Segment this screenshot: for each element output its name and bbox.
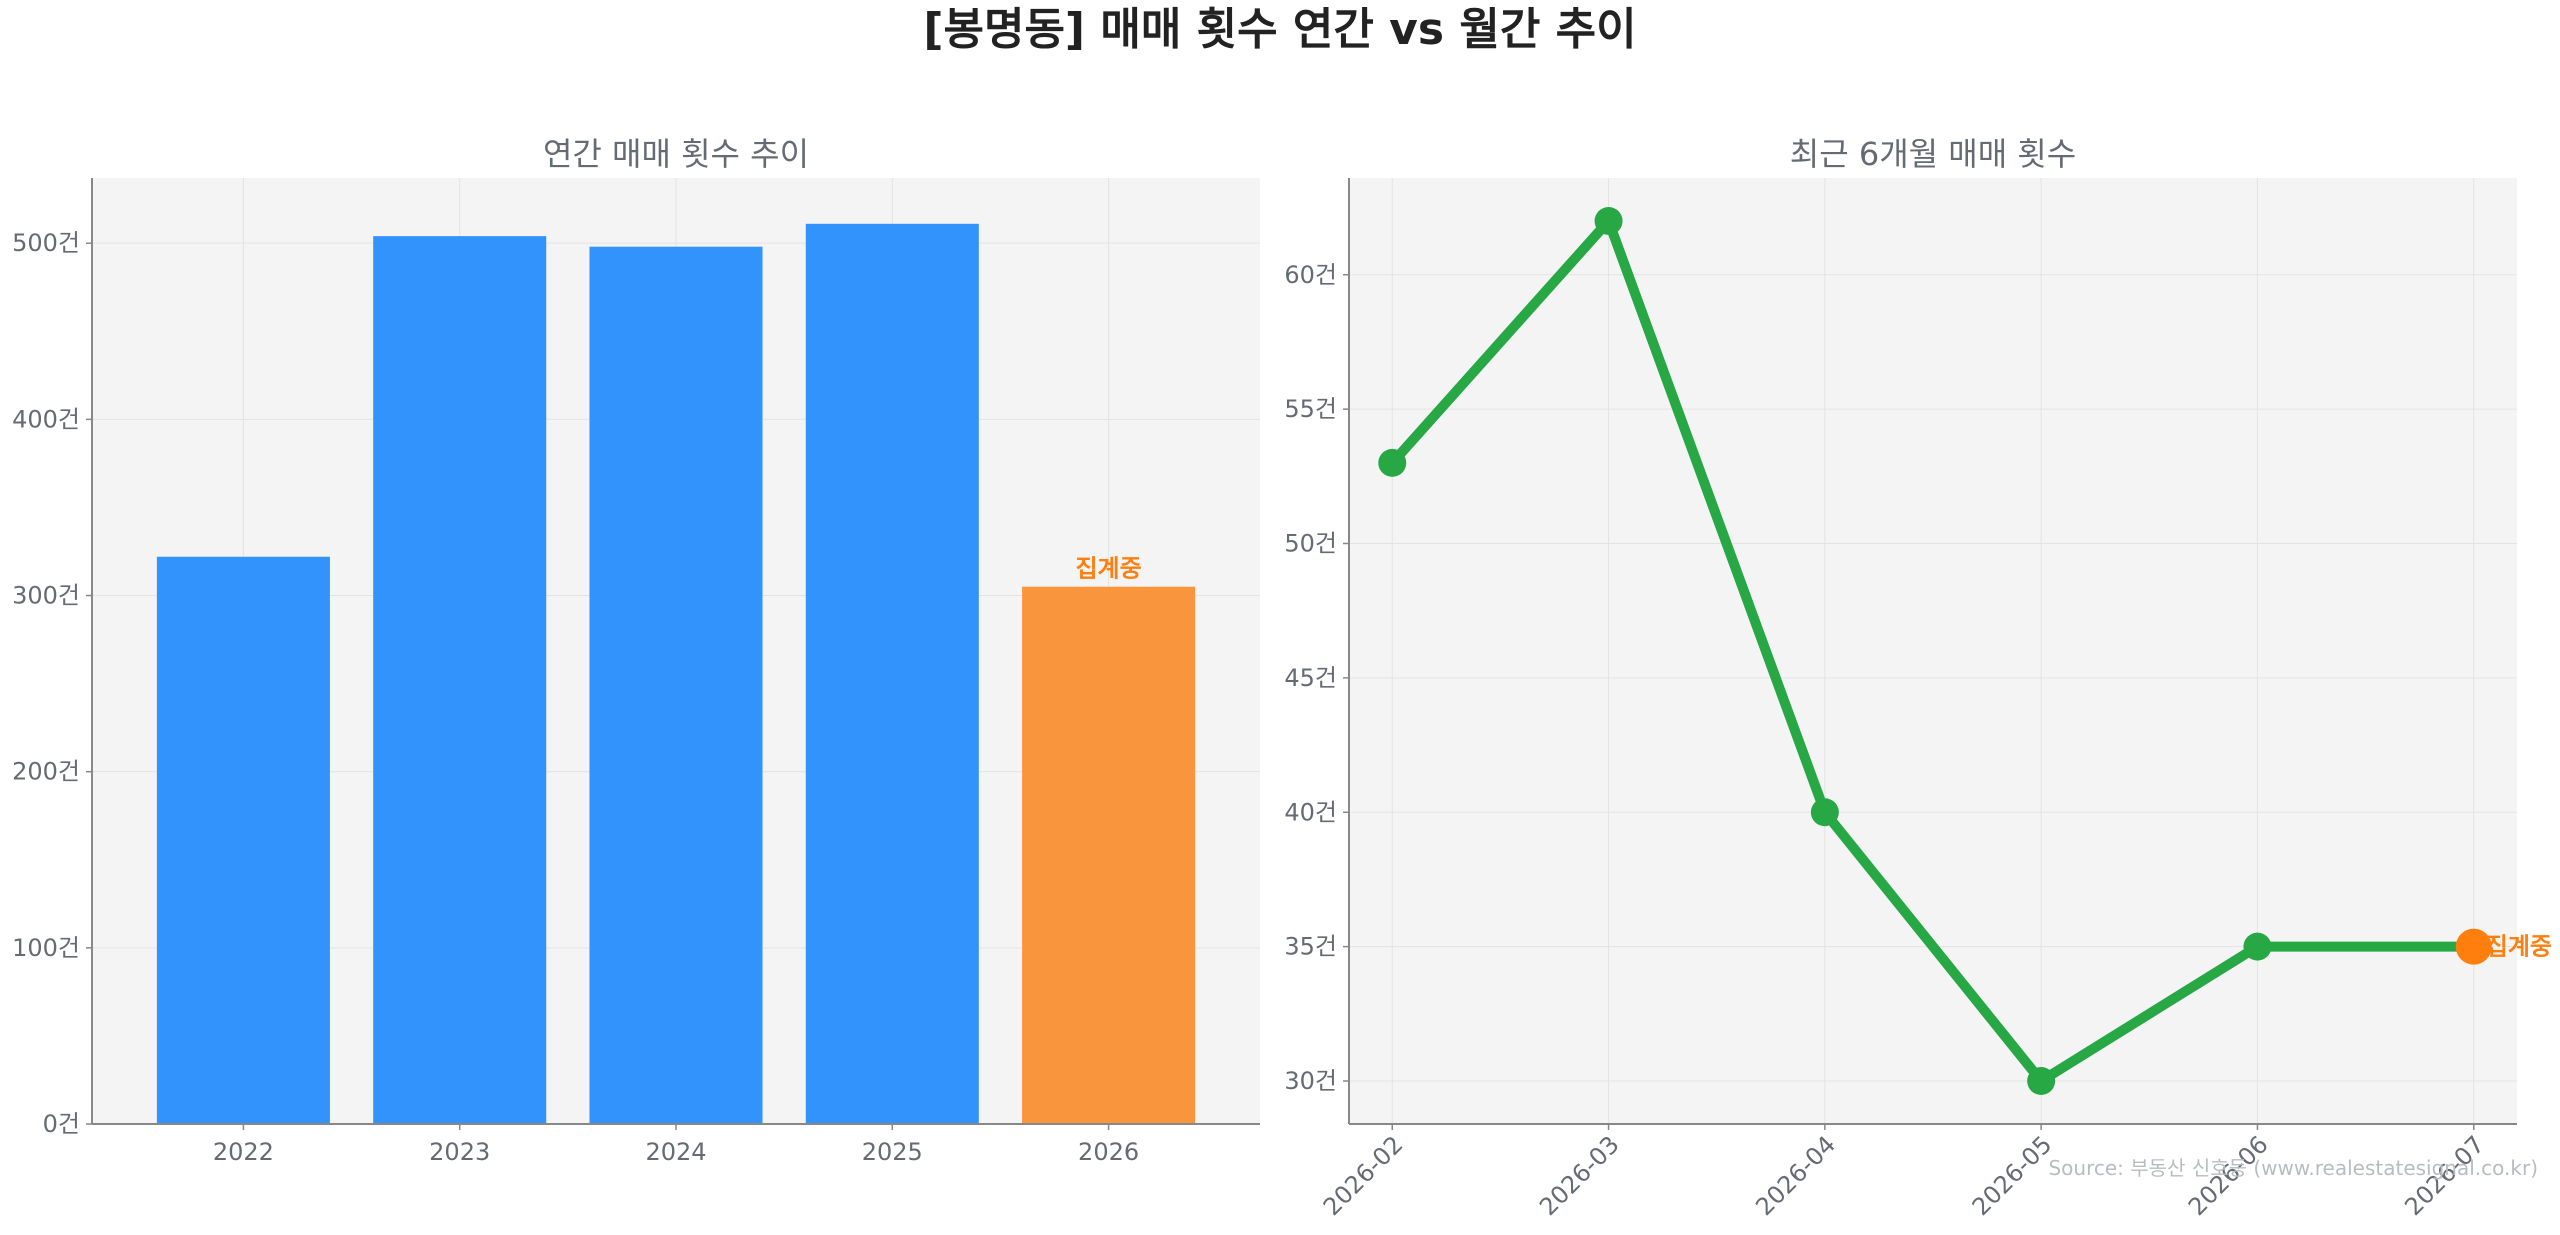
y-tick-label: 45건: [1284, 664, 1337, 692]
bar-2025: [805, 223, 979, 1124]
bar-2026: [1022, 586, 1196, 1124]
y-tick-label: 200건: [12, 758, 80, 786]
data-point-2026-02: [1378, 448, 1407, 477]
x-tick-label: 2026: [1078, 1138, 1139, 1166]
y-tick-label: 30건: [1284, 1067, 1337, 1095]
y-tick-label: 500건: [12, 229, 80, 257]
y-tick-label: 50건: [1284, 530, 1337, 558]
y-tick-label: 300건: [12, 582, 80, 610]
y-tick-label: 100건: [12, 934, 80, 962]
bar-2024: [589, 246, 763, 1124]
y-tick-label: 55건: [1284, 395, 1337, 423]
x-tick-label: 2022: [213, 1138, 274, 1166]
x-tick-label: 2024: [645, 1138, 706, 1166]
x-tick-label: 2023: [429, 1138, 490, 1166]
chart-title-annual: 연간 매매 횟수 추이: [543, 135, 809, 173]
y-tick-label: 0건: [43, 1110, 80, 1138]
y-tick-label: 40건: [1284, 798, 1337, 826]
data-point-2026-06: [2243, 932, 2272, 961]
data-point-2026-04: [1810, 798, 1839, 827]
y-tick-label: 35건: [1284, 933, 1337, 961]
series-line: [1387, 216, 2479, 1086]
source-note: Source: 부동산 신호등 (www.realestatesignal.co…: [2048, 1156, 2538, 1180]
x-tick-label: 2025: [862, 1138, 923, 1166]
data-point-2026-03: [1594, 207, 1623, 235]
main-title: [봉명동] 매매 횟수 연간 vs 월간 추이: [923, 4, 1637, 55]
plot-area-monthly: [1349, 178, 2517, 1124]
y-tick-label: 400건: [12, 405, 80, 433]
bar-2022: [156, 556, 330, 1124]
pending-label: 집계중: [1075, 555, 1141, 583]
annual-bar-chart: 집계중 0건 100건 200건 300건 400건 500건 2022 2023 2024 202…: [12, 135, 1260, 1166]
x-tick-label: 2026-03: [1534, 1130, 1625, 1221]
chart-title-monthly: 최근 6개월 매매 횟수: [1790, 135, 2076, 173]
x-tick-label: 2026-05: [1967, 1130, 2058, 1221]
data-point-2026-05: [2027, 1067, 2056, 1095]
data-point-2026-07: [2455, 928, 2492, 965]
pending-label: 집계중: [2486, 933, 2552, 961]
x-tick-label: 2026-02: [1318, 1130, 1409, 1221]
y-tick-label: 60건: [1284, 261, 1337, 289]
x-tick-label: 2026-04: [1750, 1130, 1841, 1221]
bar-2023: [373, 236, 547, 1124]
monthly-line-chart: 집계중 30건 35건 40건 45건 50건 55건 60건 2026-02 2026-03 20…: [1284, 135, 2552, 1221]
